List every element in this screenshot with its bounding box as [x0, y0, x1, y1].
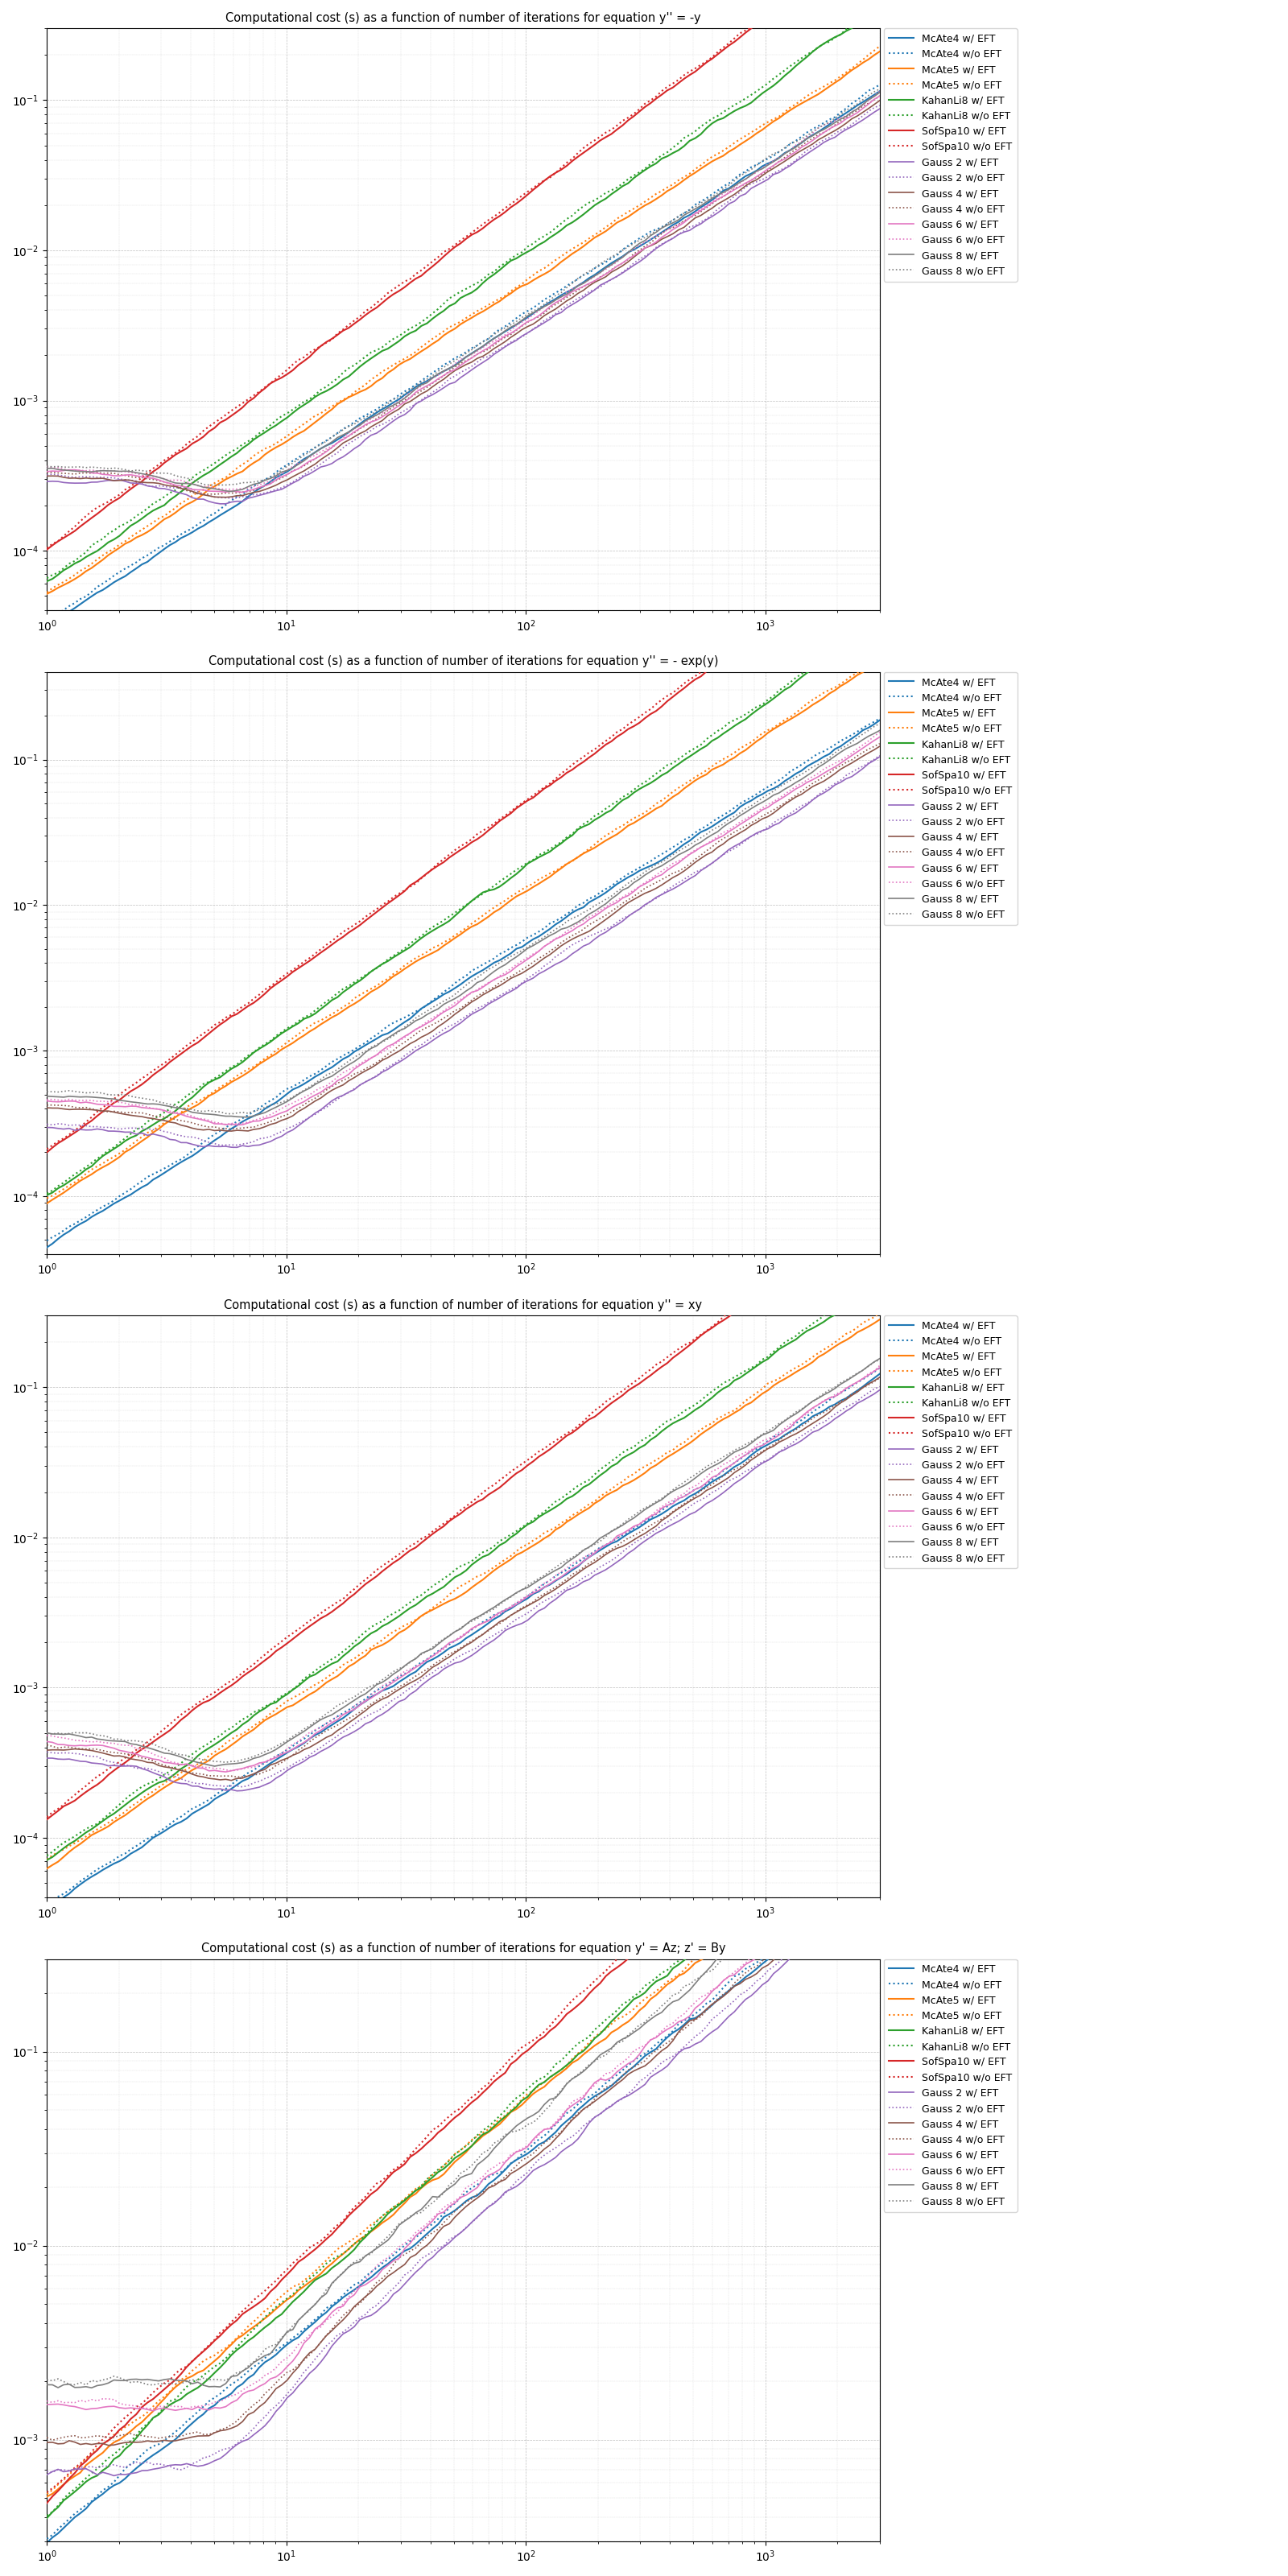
Legend: McAte4 w/ EFT, McAte4 w/o EFT, McAte5 w/ EFT, McAte5 w/o EFT, KahanLi8 w/ EFT, K: McAte4 w/ EFT, McAte4 w/o EFT, McAte5 w/… [884, 28, 1018, 281]
Title: Computational cost (s) as a function of number of iterations for equation y'' = : Computational cost (s) as a function of … [225, 13, 701, 23]
Legend: McAte4 w/ EFT, McAte4 w/o EFT, McAte5 w/ EFT, McAte5 w/o EFT, KahanLi8 w/ EFT, K: McAte4 w/ EFT, McAte4 w/o EFT, McAte5 w/… [884, 1316, 1018, 1569]
Legend: McAte4 w/ EFT, McAte4 w/o EFT, McAte5 w/ EFT, McAte5 w/o EFT, KahanLi8 w/ EFT, K: McAte4 w/ EFT, McAte4 w/o EFT, McAte5 w/… [884, 1960, 1018, 2213]
Legend: McAte4 w/ EFT, McAte4 w/o EFT, McAte5 w/ EFT, McAte5 w/o EFT, KahanLi8 w/ EFT, K: McAte4 w/ EFT, McAte4 w/o EFT, McAte5 w/… [884, 672, 1018, 925]
Title: Computational cost (s) as a function of number of iterations for equation y' = A: Computational cost (s) as a function of … [201, 1942, 725, 1955]
Title: Computational cost (s) as a function of number of iterations for equation y'' = : Computational cost (s) as a function of … [224, 1298, 702, 1311]
Title: Computational cost (s) as a function of number of iterations for equation y'' = : Computational cost (s) as a function of … [209, 657, 719, 667]
